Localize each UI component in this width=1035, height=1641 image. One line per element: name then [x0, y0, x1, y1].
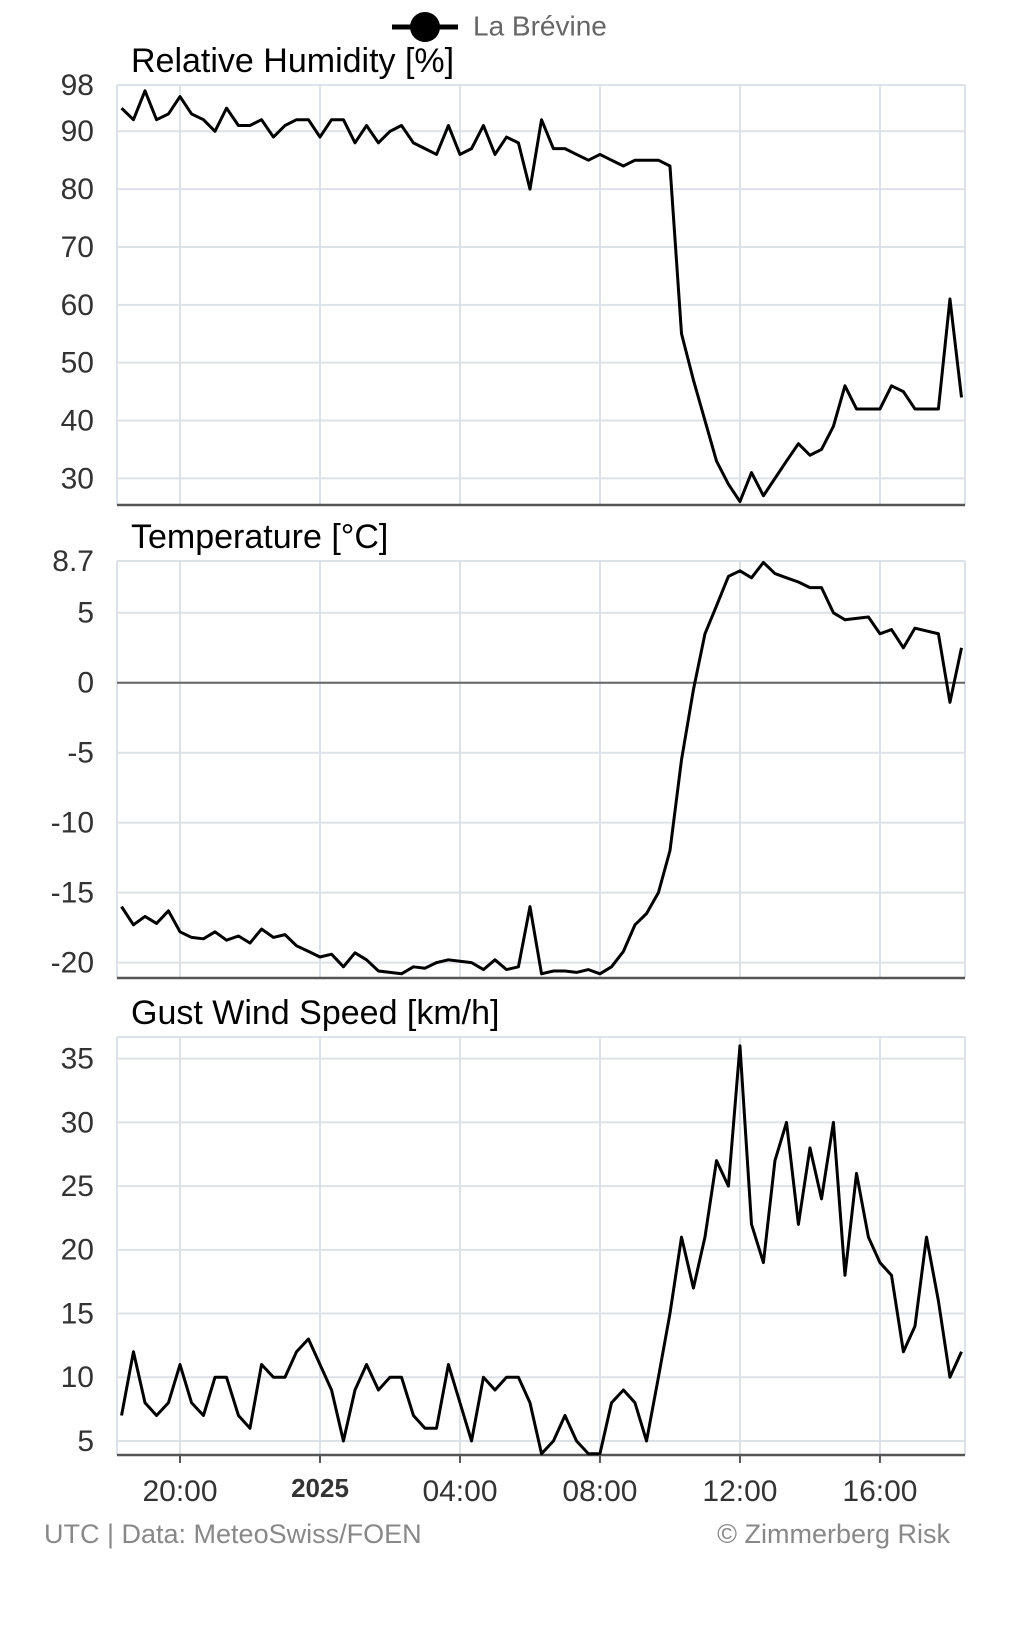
- data-line: [120, 560, 963, 976]
- credit-note: © Zimmerberg Risk: [717, 1519, 950, 1549]
- data-line: [120, 89, 963, 504]
- y-tick-label: 5: [77, 1425, 94, 1458]
- y-tick-label: 90: [61, 115, 94, 148]
- x-tick-label: 08:00: [562, 1475, 637, 1508]
- y-tick-label: 30: [61, 1106, 94, 1139]
- y-tick-label: -10: [51, 807, 94, 840]
- y-tick-label: 20: [61, 1234, 94, 1267]
- y-tick-label: 50: [61, 347, 94, 380]
- x-tick-label: 20:00: [142, 1475, 217, 1508]
- y-tick-label: 70: [61, 231, 94, 264]
- x-tick-label: 16:00: [842, 1475, 917, 1508]
- y-tick-label: 5: [77, 597, 94, 630]
- data-line: [120, 1044, 963, 1456]
- panel-title: Gust Wind Speed [km/h]: [131, 994, 500, 1032]
- y-tick-label: 30: [61, 462, 94, 495]
- y-tick-label: 35: [61, 1043, 94, 1076]
- y-tick-label: 98: [61, 69, 94, 102]
- y-tick-label: 15: [61, 1297, 94, 1330]
- source-note: UTC | Data: MeteoSwiss/FOEN: [44, 1519, 422, 1549]
- y-tick-label: -20: [51, 947, 94, 980]
- y-tick-label: 40: [61, 404, 94, 437]
- legend-label: La Brévine: [473, 10, 607, 41]
- y-tick-label: -15: [51, 877, 94, 910]
- panel-title: Temperature [°C]: [131, 518, 388, 556]
- y-tick-label: 8.7: [52, 545, 94, 578]
- y-tick-label: -5: [67, 737, 94, 770]
- y-tick-label: 10: [61, 1361, 94, 1394]
- y-tick-label: 0: [77, 667, 94, 700]
- legend-marker: [410, 12, 440, 42]
- y-tick-label: 25: [61, 1170, 94, 1203]
- y-tick-label: 60: [61, 289, 94, 322]
- x-tick-label: 12:00: [702, 1475, 777, 1508]
- panel-title: Relative Humidity [%]: [131, 42, 454, 80]
- y-tick-label: 80: [61, 173, 94, 206]
- x-tick-label: 2025: [291, 1473, 349, 1503]
- x-tick-label: 04:00: [422, 1475, 497, 1508]
